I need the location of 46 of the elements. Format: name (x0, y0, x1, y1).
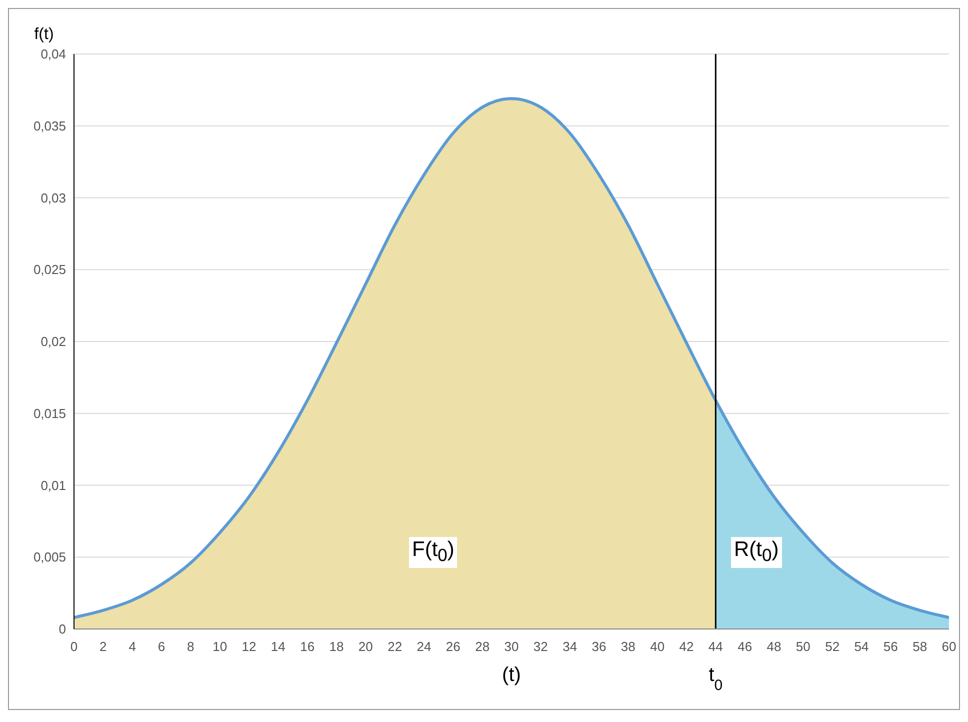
x-tick-label: 42 (679, 639, 694, 654)
x-tick-label: 26 (446, 639, 460, 654)
y-tick-label: 0,04 (40, 46, 66, 62)
annotation: F(t$_{0}$) (409, 537, 458, 568)
x-tick-label: 50 (796, 639, 810, 654)
ref-line-label: t$_{0}$ (708, 664, 723, 694)
y-tick-label: 0,03 (40, 190, 66, 206)
x-tick-label: 46 (738, 639, 752, 654)
x-tick-label: 24 (416, 639, 432, 654)
x-tick-label: 8 (187, 639, 194, 654)
x-tick-label: 32 (533, 639, 548, 654)
annotation: R(t$_{0}$) (731, 537, 782, 568)
x-tick-label: 16 (300, 639, 315, 654)
x-tick-label: 10 (212, 639, 228, 654)
x-tick-label: 40 (650, 639, 665, 654)
x-tick-label: 14 (270, 639, 286, 654)
y-tick-label: 0,005 (33, 550, 66, 565)
x-tick-label: 54 (854, 639, 869, 654)
x-tick-label: 30 (504, 639, 519, 654)
x-tick-label: 44 (708, 639, 723, 654)
y-tick-label: 0,035 (33, 118, 66, 134)
x-tick-label: 20 (358, 639, 373, 654)
x-tick-label: 60 (942, 639, 956, 654)
y-axis-title: f(t) (34, 26, 54, 43)
x-tick-label: 34 (562, 639, 578, 654)
x-tick-label: 28 (475, 639, 490, 654)
line-series (74, 97, 949, 619)
x-tick-label: 36 (592, 639, 606, 654)
x-tick-label: 38 (620, 639, 636, 654)
y-tick-label: 0 (58, 622, 66, 637)
y-tick-label: 0,015 (33, 406, 66, 421)
x-tick-label: 58 (912, 639, 928, 654)
x-axis-title: (t) (502, 664, 521, 686)
x-tick-label: 48 (766, 639, 782, 654)
x-tick-label: 12 (242, 639, 256, 654)
x-tick-label: 2 (100, 639, 107, 654)
y-tick-label: 0,01 (40, 478, 66, 493)
x-tick-label: 6 (158, 639, 166, 654)
x-tick-label: 22 (388, 639, 402, 654)
x-tick-label: 52 (825, 639, 840, 654)
y-tick-label: 0,02 (40, 334, 66, 350)
x-tick-label: 18 (329, 639, 344, 654)
x-tick-label: 4 (128, 639, 136, 654)
y-tick-label: 0,025 (33, 262, 66, 278)
x-tick-label: 0 (70, 639, 78, 654)
x-tick-label: 56 (883, 639, 898, 654)
